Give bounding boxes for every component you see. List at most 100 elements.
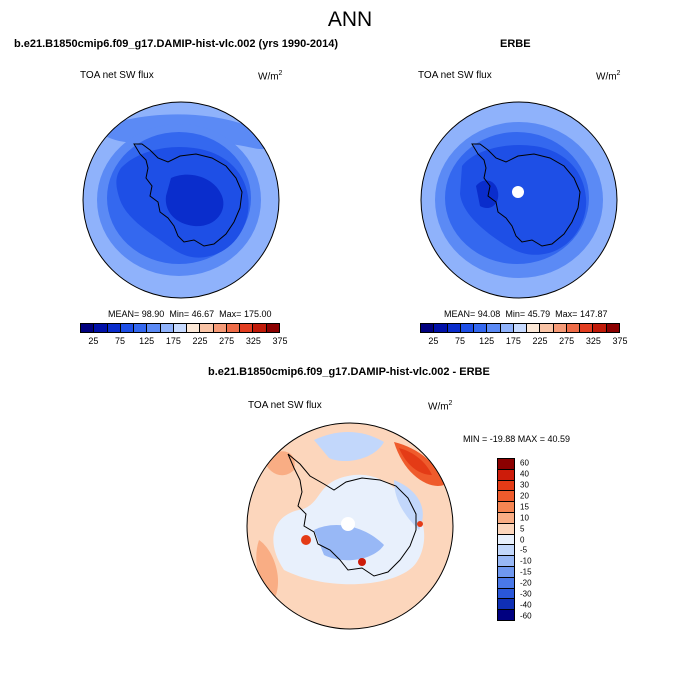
colorbar-swatch — [447, 324, 461, 332]
colorbar-tick-label: -20 — [520, 578, 532, 588]
panel1-colorbar-ticks: 25 75 125 175 225 275 325 375 — [80, 336, 287, 348]
panel2-band-deep — [460, 144, 587, 255]
colorbar-swatch — [213, 324, 227, 332]
colorbar-tick-label: 225 — [532, 336, 548, 346]
figure-title: ANN — [327, 8, 373, 31]
colorbar-tick-label: 10 — [520, 513, 529, 523]
colorbar-swatch — [527, 324, 541, 332]
panel3-colorbar-ticks: 60 40 30 20 15 10 5 0 -5 -10 -15 -20 -30 -40 -60 — [520, 458, 560, 621]
colorbar-swatch — [498, 480, 514, 492]
colorbar-tick-label: 5 — [520, 524, 525, 534]
colorbar-swatch — [226, 324, 241, 332]
colorbar-swatch — [500, 324, 514, 332]
panel3-coastline — [287, 453, 417, 577]
panel3-pos-northeast-core — [399, 448, 432, 475]
colorbar-tick-label: 15 — [520, 502, 529, 512]
colorbar-swatch — [460, 324, 475, 332]
colorbar-swatch — [498, 588, 514, 600]
colorbar-swatch — [120, 324, 135, 332]
colorbar-tick-label: 20 — [520, 491, 529, 501]
panel3-minmax: MIN = -19.88 MAX = 40.59 — [463, 434, 571, 444]
panel3-map-border — [246, 422, 454, 630]
panel2-coastline — [471, 143, 581, 247]
panel1-band-core — [165, 174, 224, 227]
colorbar-swatch — [606, 324, 619, 332]
colorbar-swatch — [94, 324, 108, 332]
colorbar-tick-label: 125 — [139, 336, 155, 346]
colorbar-swatch — [580, 324, 594, 332]
colorbar-swatch — [498, 459, 514, 470]
colorbar-tick-label: 225 — [192, 336, 208, 346]
panel3-colorbar — [497, 458, 515, 621]
colorbar-swatch — [253, 324, 267, 332]
panel1-units: W/m2 — [258, 70, 283, 83]
colorbar-swatch — [498, 491, 514, 503]
colorbar-swatch — [593, 324, 607, 332]
colorbar-tick-label: 40 — [520, 469, 529, 479]
colorbar-swatch — [187, 324, 201, 332]
panel3-hotspot-3 — [417, 521, 423, 527]
panel3-missing-pole — [341, 517, 355, 531]
colorbar-swatch — [498, 610, 514, 620]
panel2-colorbar — [420, 323, 620, 333]
colorbar-swatch — [498, 534, 514, 546]
colorbar-tick-label: 75 — [114, 336, 126, 346]
colorbar-swatch — [200, 324, 214, 332]
colorbar-swatch — [513, 324, 528, 332]
colorbar-swatch — [474, 324, 488, 332]
colorbar-tick-label: -5 — [520, 545, 528, 555]
colorbar-tick-label: 175 — [505, 336, 521, 346]
colorbar-tick-label: -15 — [520, 567, 532, 577]
panel3-pos-southwest — [256, 540, 279, 600]
panel1-coastline — [133, 143, 243, 247]
colorbar-swatch — [566, 324, 581, 332]
colorbar-swatch — [147, 324, 161, 332]
colorbar-swatch — [498, 599, 514, 611]
panel2-title: ERBE — [500, 38, 531, 50]
colorbar-tick-label: -30 — [520, 589, 532, 599]
panel3-map — [246, 422, 454, 630]
panel3-hotspot-2 — [358, 558, 366, 566]
panel2-left-label: TOA net SW flux — [418, 70, 492, 81]
colorbar-tick-label: 125 — [479, 336, 495, 346]
panel2-map-border — [420, 101, 618, 299]
colorbar-swatch — [498, 512, 514, 524]
colorbar-swatch — [487, 324, 501, 332]
colorbar-swatch — [498, 556, 514, 567]
colorbar-swatch — [421, 324, 435, 332]
colorbar-swatch — [434, 324, 448, 332]
colorbar-tick-label: 325 — [245, 336, 261, 346]
colorbar-tick-label: 375 — [612, 336, 628, 346]
panel1-left-label: TOA net SW flux — [80, 70, 154, 81]
panel1-map — [82, 101, 280, 299]
panel3-neg-top — [314, 431, 384, 462]
panel2-missing-pole — [512, 186, 524, 198]
colorbar-tick-label: 25 — [88, 336, 99, 346]
colorbar-swatch — [498, 545, 514, 557]
colorbar-tick-label: -40 — [520, 600, 532, 610]
colorbar-tick-label: 275 — [219, 336, 235, 346]
colorbar-swatch — [498, 502, 514, 513]
colorbar-tick-label: -10 — [520, 556, 532, 566]
colorbar-swatch — [240, 324, 254, 332]
panel3-hotspot-1 — [301, 535, 311, 545]
panel2-stats: MEAN= 94.08 Min= 45.79 Max= 147.87 — [444, 309, 608, 319]
colorbar-tick-label: 175 — [165, 336, 181, 346]
colorbar-swatch — [266, 324, 279, 332]
colorbar-swatch — [81, 324, 95, 332]
panel2-band-core — [476, 180, 499, 209]
panel1-colorbar — [80, 323, 280, 333]
colorbar-swatch — [540, 324, 554, 332]
colorbar-tick-label: 25 — [428, 336, 439, 346]
panel1-map-border — [82, 101, 280, 299]
colorbar-swatch — [553, 324, 567, 332]
panel1-stats: MEAN= 98.90 Min= 46.67 Max= 175.00 — [108, 309, 272, 319]
colorbar-tick-label: 75 — [454, 336, 466, 346]
colorbar-swatch — [498, 523, 514, 535]
colorbar-swatch — [498, 577, 514, 589]
panel3-units: W/m2 — [428, 400, 453, 413]
panel3-left-label: TOA net SW flux — [248, 400, 322, 411]
panel3-title: b.e21.B1850cmip6.f09_g17.DAMIP-hist-vlc.… — [208, 366, 490, 378]
colorbar-tick-label: 60 — [520, 458, 529, 468]
colorbar-tick-label: 375 — [272, 336, 288, 346]
